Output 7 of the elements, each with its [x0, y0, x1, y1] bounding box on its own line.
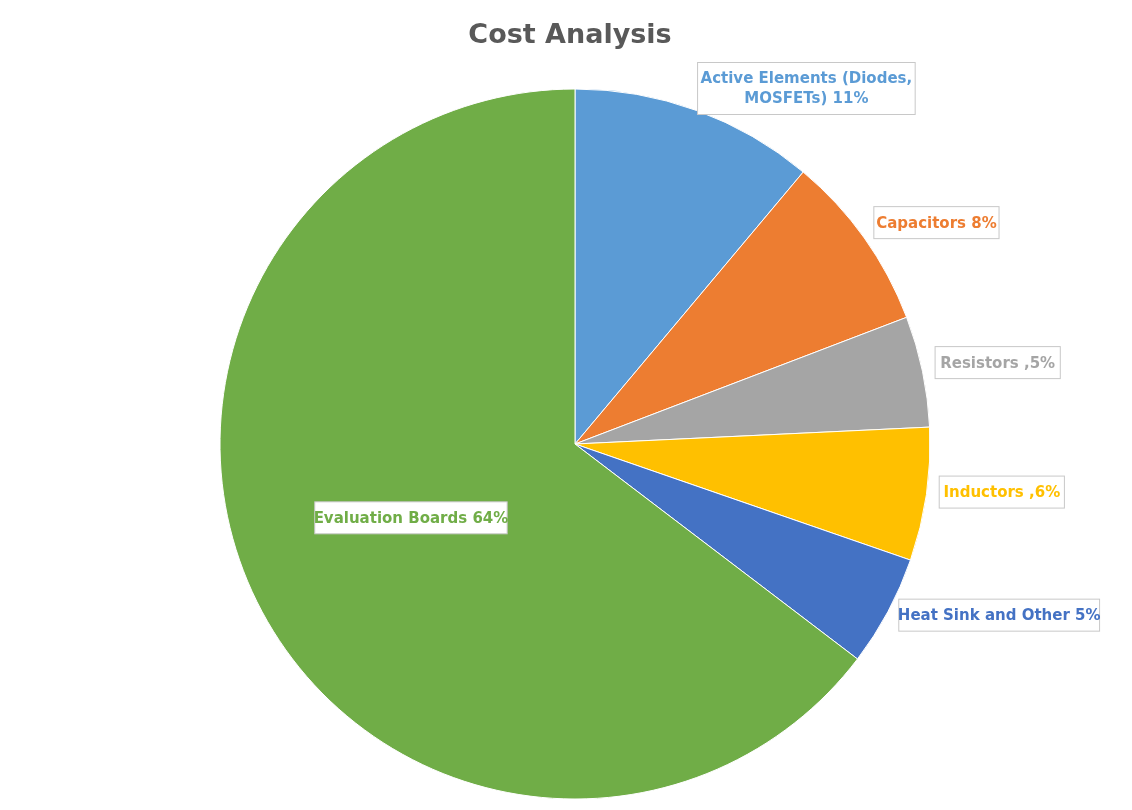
- slice-label: Active Elements (Diodes, MOSFETs) 11%: [700, 69, 913, 108]
- slice-label: Inductors ,6%: [943, 483, 1061, 502]
- slice-label: Evaluation Boards 64%: [313, 508, 509, 527]
- chart-title: Cost Analysis: [467, 18, 673, 49]
- slice-label: Resistors ,5%: [940, 353, 1056, 372]
- slice-label: Capacitors 8%: [876, 213, 997, 232]
- slice-label: Heat Sink and Other 5%: [897, 606, 1101, 625]
